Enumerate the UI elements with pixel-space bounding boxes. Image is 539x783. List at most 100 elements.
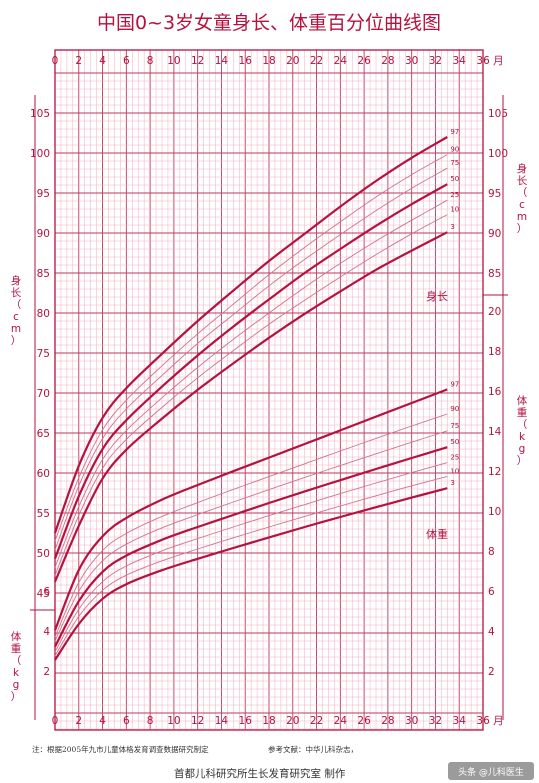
axis-title-char: m: [11, 323, 21, 335]
axis-title-char: （: [11, 655, 22, 667]
weight-percentile-label: 75: [450, 422, 459, 430]
length-axis-title-left: 身长（cm）: [11, 274, 22, 347]
x-tick-label-top: 22: [310, 55, 323, 67]
x-tick-label-bottom: 16: [239, 715, 253, 727]
length-tick-label-left: 100: [30, 148, 50, 160]
x-tick-label-top: 10: [167, 55, 180, 67]
x-tick-label-bottom: 2: [75, 715, 82, 727]
x-tick-label-top: 28: [381, 55, 394, 67]
length-percentile-label: 50: [450, 175, 459, 183]
x-tick-label-bottom: 14: [215, 715, 229, 727]
axis-title-char: 体: [11, 631, 22, 643]
length-percentile-label: 97: [450, 128, 459, 136]
x-tick-label-bottom: 22: [310, 715, 323, 727]
axis-title-char: 身: [517, 162, 528, 175]
x-tick-label-top: 24: [334, 55, 348, 67]
x-tick-label-top: 2: [75, 55, 82, 67]
weight-curve-p50: [54, 446, 448, 648]
length-percentile-label: 3: [450, 223, 454, 231]
x-tick-label-top: 26: [357, 55, 371, 67]
length-curve-p10: [54, 214, 448, 576]
weight-percentile-label: 3: [450, 479, 454, 487]
footer-note: 注：根据2005年九市儿童体格发育调查数据研究制定: [32, 744, 209, 754]
weight-curve-label: 体重: [426, 527, 448, 541]
weight-tick-label-left: 6: [43, 586, 50, 598]
weight-tick-label-right: 4: [488, 626, 495, 638]
weight-tick-label-right: 20: [488, 306, 501, 318]
length-curve-p25: [54, 199, 448, 568]
watermark-text: 头条 @儿科医生: [458, 766, 524, 778]
length-tick-label-left: 85: [37, 268, 50, 280]
percentile-curves: 97 90 75 50 25 10 3 97 90 75 50 25 10 3: [53, 128, 459, 661]
plot-border: [54, 49, 484, 731]
length-tick-label-left: 70: [37, 388, 50, 400]
x-tick-label-bottom: 0: [52, 715, 59, 727]
footer-credit: 首都儿科研究所生长发育研究室 制作: [174, 767, 346, 780]
length-tick-label-left: 80: [37, 308, 50, 320]
x-tick-label-top: 18: [262, 55, 275, 67]
length-tick-label-left: 50: [37, 548, 50, 560]
x-tick-label-bottom: 32: [429, 715, 442, 727]
length-tick-label-left: 95: [37, 188, 50, 200]
length-tick-label-left: 75: [37, 348, 50, 360]
length-tick-label-right: 105: [488, 108, 508, 120]
weight-tick-label-right: 6: [488, 586, 495, 598]
length-axis-title-right: 身长（cm）: [517, 162, 528, 235]
x-tick-label-bottom: 28: [381, 715, 394, 727]
axis-title-char: 身: [11, 274, 22, 287]
axis-title-char: c: [519, 199, 525, 211]
chart-grid: [54, 50, 484, 730]
x-tick-label-top: 14: [215, 55, 229, 67]
weight-curve-p10: [54, 475, 448, 657]
axis-ticks: 0022446688101012121414161618182020222224…: [11, 55, 528, 727]
weight-tick-label-right: 10: [488, 506, 501, 518]
x-tick-label-top: 16: [239, 55, 253, 67]
x-tick-label-top: 12: [191, 55, 204, 67]
axis-title-char: 长: [11, 287, 22, 299]
x-tick-label-top: 4: [99, 55, 106, 67]
weight-percentile-label: 97: [450, 380, 459, 388]
weight-curve-p90: [54, 413, 448, 638]
x-tick-label-bottom: 10: [167, 715, 180, 727]
length-tick-label-left: 105: [30, 108, 50, 120]
axis-title-char: 重: [11, 642, 22, 655]
x-tick-label-bottom: 20: [286, 715, 299, 727]
axis-title-char: k: [519, 431, 526, 443]
axis-title-char: ）: [11, 335, 22, 347]
x-tick-label-top: 8: [147, 55, 154, 67]
weight-tick-label-right: 2: [488, 666, 495, 678]
axis-title-char: 重: [517, 406, 528, 419]
axis-title-char: ）: [11, 691, 22, 703]
weight-axis-title-right: 体重（kg）: [517, 395, 528, 467]
x-tick-label-top: 20: [286, 55, 299, 67]
x-unit-label-top: 36 月: [476, 55, 503, 67]
length-percentile-label: 90: [450, 146, 459, 154]
axis-title-char: g: [13, 679, 20, 691]
footer-reference: 参考文献：中华儿科杂志，: [268, 744, 358, 754]
watermark: 头条 @儿科医生: [448, 762, 534, 780]
axis-title-char: 长: [517, 175, 528, 187]
x-tick-label-top: 34: [453, 55, 467, 67]
length-tick-label-left: 45: [37, 588, 50, 600]
weight-curve-p75: [54, 430, 448, 642]
weight-curve-p97: [53, 388, 448, 631]
length-tick-label-left: 55: [37, 508, 50, 520]
x-tick-label-top: 32: [429, 55, 442, 67]
weight-percentile-label: 25: [450, 454, 459, 462]
length-tick-label-right: 95: [488, 188, 501, 200]
length-percentile-label: 25: [450, 191, 459, 199]
axis-title-char: m: [517, 211, 527, 223]
length-curve-p90: [54, 154, 448, 542]
axis-title-char: c: [13, 311, 19, 323]
axis-title-char: ）: [517, 455, 528, 467]
weight-tick-label-right: 16: [488, 386, 502, 398]
axis-title-char: 体: [517, 395, 528, 407]
length-tick-label-right: 90: [488, 228, 501, 240]
length-curve-p97: [53, 136, 448, 534]
axis-title-char: （: [517, 419, 528, 431]
length-tick-label-right: 85: [488, 268, 501, 280]
weight-tick-label-right: 18: [488, 346, 501, 358]
x-tick-label-top: 0: [52, 55, 59, 67]
x-tick-label-top: 6: [123, 55, 130, 67]
